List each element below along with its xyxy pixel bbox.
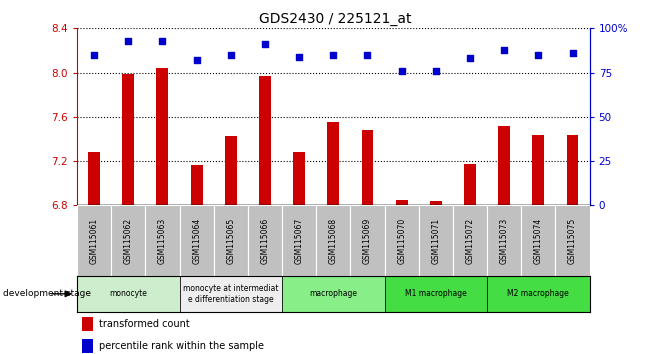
Point (533, 52, 544, 58)
Bar (521, 205, 555, 276)
Text: GSM115074: GSM115074 (534, 218, 543, 264)
Bar (180, 276, 282, 312)
Text: GSM115064: GSM115064 (192, 218, 201, 264)
Bar (282, 276, 385, 312)
Text: GSM115072: GSM115072 (466, 218, 474, 264)
Bar (385, 276, 487, 312)
Bar (567, 135, 578, 205)
Text: GSM115075: GSM115075 (568, 218, 577, 264)
Bar (350, 205, 385, 276)
Point (293, 54, 304, 59)
Bar (533, 135, 544, 205)
Bar (191, 165, 202, 205)
Bar (328, 122, 339, 205)
Bar (396, 200, 407, 205)
Text: GSM115067: GSM115067 (295, 218, 304, 264)
Bar (316, 205, 350, 276)
Point (362, 52, 373, 58)
Bar (430, 201, 442, 205)
Text: GSM115065: GSM115065 (226, 218, 235, 264)
Bar (293, 152, 305, 205)
Text: GSM115070: GSM115070 (397, 218, 406, 264)
Bar (157, 68, 168, 205)
Bar (248, 205, 282, 276)
Bar (180, 205, 214, 276)
Bar (77, 205, 111, 276)
Text: GSM115071: GSM115071 (431, 218, 440, 264)
Text: M1 macrophage: M1 macrophage (405, 289, 467, 298)
Bar (487, 205, 521, 276)
Bar (419, 205, 453, 276)
Bar (123, 74, 134, 205)
Text: GSM115061: GSM115061 (90, 218, 98, 264)
Bar (77, 276, 180, 312)
Bar (88, 152, 100, 205)
Point (88, 52, 99, 58)
Bar (498, 126, 510, 205)
Point (328, 52, 338, 58)
Bar (555, 205, 590, 276)
Text: macrophage: macrophage (310, 289, 357, 298)
Point (498, 47, 510, 52)
Bar (111, 205, 145, 276)
Point (465, 56, 476, 61)
Text: transformed count: transformed count (98, 319, 190, 329)
Bar (453, 205, 487, 276)
Bar (225, 136, 237, 205)
Point (567, 50, 578, 56)
Point (225, 52, 236, 58)
Text: GSM115063: GSM115063 (158, 218, 167, 264)
Point (431, 68, 442, 74)
Text: GSM115068: GSM115068 (329, 218, 338, 264)
Text: GSM115073: GSM115073 (500, 218, 509, 264)
Bar (214, 205, 248, 276)
Text: GSM115062: GSM115062 (124, 218, 133, 264)
Point (260, 41, 271, 47)
Text: M2 macrophage: M2 macrophage (507, 289, 570, 298)
Text: GSM115066: GSM115066 (261, 218, 269, 264)
Text: GSM115069: GSM115069 (363, 218, 372, 264)
Bar (282, 205, 316, 276)
Text: monocyte: monocyte (109, 289, 147, 298)
Point (397, 68, 407, 74)
Text: GDS2430 / 225121_at: GDS2430 / 225121_at (259, 12, 411, 27)
Point (192, 57, 202, 63)
Bar (82, 317, 93, 331)
Text: percentile rank within the sample: percentile rank within the sample (98, 341, 263, 351)
Bar (362, 130, 373, 205)
Point (123, 38, 134, 44)
Text: development stage: development stage (3, 289, 91, 298)
Bar (259, 76, 271, 205)
Bar (145, 205, 180, 276)
Text: monocyte at intermediat
e differentiation stage: monocyte at intermediat e differentiatio… (183, 284, 279, 303)
Point (157, 38, 168, 44)
Bar (385, 205, 419, 276)
Bar (487, 276, 590, 312)
Bar (82, 339, 93, 353)
Bar (464, 164, 476, 205)
